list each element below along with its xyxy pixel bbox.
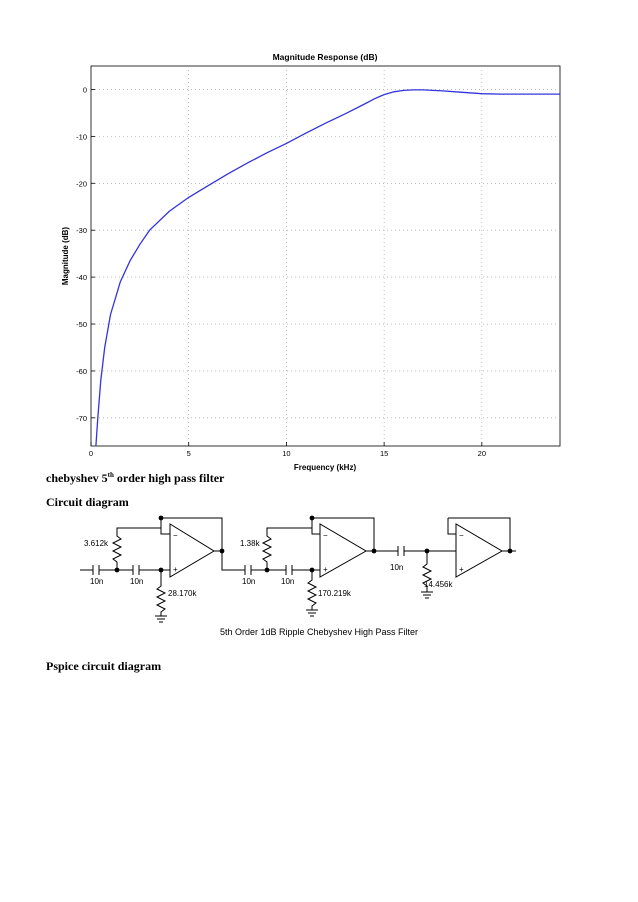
junction-dot [507, 548, 513, 554]
stage1-ground [155, 615, 167, 623]
chart-title: Magnitude Response (dB) [273, 52, 378, 62]
y-tick-label: -60 [76, 367, 87, 376]
opamp-plus-label: + [173, 565, 178, 574]
stage3-cap [397, 546, 405, 556]
stage2-cap1 [244, 565, 252, 575]
caption-suffix: order high pass filter [113, 471, 225, 485]
r1-label: 3.612k [84, 539, 109, 548]
plot-ticks: 0 5 10 15 20 0 -10 -20 -30 -40 -50 -60 -70 [76, 85, 486, 458]
r3-label: 1.38k [240, 539, 261, 548]
opamp-minus-label: − [323, 531, 328, 540]
c1-label: 10n [90, 577, 103, 586]
junction-dot [114, 567, 120, 573]
stage2-ground [306, 609, 318, 617]
stage1-cap2 [132, 565, 140, 575]
r2-label: 28.170k [168, 589, 197, 598]
x-tick-label: 0 [89, 449, 93, 458]
c5-label: 10n [390, 563, 403, 572]
junction-dot [219, 548, 225, 554]
y-tick-label: -70 [76, 414, 87, 423]
plot-grid [91, 66, 560, 446]
stage1-r1-resistor [111, 527, 161, 570]
opamp-plus-label: + [323, 565, 328, 574]
r5-label: 14.456k [424, 580, 453, 589]
stage2-feedback [311, 517, 375, 551]
y-tick-label: -40 [76, 273, 87, 282]
y-tick-label: 0 [83, 85, 87, 94]
caption-prefix: chebyshev 5 [46, 471, 108, 485]
stage3-r5-resistor [421, 551, 433, 592]
junction-dot [371, 548, 377, 554]
stage2-cap2 [285, 565, 293, 575]
opamp-plus-label: + [459, 565, 464, 574]
magnitude-curve [95, 89, 560, 447]
stage1-cap1 [92, 565, 100, 575]
stage3-opamp [455, 523, 504, 578]
c3-label: 10n [242, 577, 255, 586]
caption-superscript: th [107, 471, 114, 479]
stage1-to-stage2 [221, 551, 320, 571]
stage2-r4-resistor [306, 570, 318, 610]
magnitude-response-chart: Magnitude Response (dB) 0 5 10 15 20 0 -10 -20 -… [61, 52, 561, 472]
x-tick-label: 10 [282, 449, 290, 458]
junction-dot [309, 515, 315, 521]
circuit-title: 5th Order 1dB Ripple Chebyshev High Pass… [219, 627, 419, 637]
c4-label: 10n [281, 577, 294, 586]
y-tick-label: -30 [76, 226, 87, 235]
x-tick-label: 15 [380, 449, 388, 458]
junction-dot [158, 567, 164, 573]
opamp-minus-label: − [173, 531, 178, 540]
y-tick-label: -50 [76, 320, 87, 329]
junction-dot [309, 567, 315, 573]
x-axis-label: Frequency (kHz) [294, 463, 357, 472]
stage2-r3-resistor [261, 527, 312, 570]
opamp-minus-label: − [459, 531, 464, 540]
stage1-r2-resistor [155, 570, 167, 616]
stage3-ground [421, 591, 433, 599]
c2-label: 10n [130, 577, 143, 586]
pspice-heading: Pspice circuit diagram [46, 659, 162, 673]
y-tick-label: -20 [76, 179, 87, 188]
circuit-heading: Circuit diagram [46, 495, 129, 509]
x-tick-label: 20 [478, 449, 486, 458]
stage2-opamp [319, 523, 368, 578]
stage1-feedback [160, 517, 223, 551]
chart-caption: chebyshev 5th order high pass filter [46, 471, 224, 486]
junction-dot [158, 515, 164, 521]
circuit-diagram: − + − + − + 3.612k 10n 10n 28.170k 1.38k… [80, 515, 516, 623]
stage1-opamp [169, 523, 215, 578]
x-tick-label: 5 [187, 449, 191, 458]
r4-label: 170.219k [318, 589, 352, 598]
junction-dot [264, 567, 270, 573]
y-tick-label: -10 [76, 132, 87, 141]
junction-dot [424, 548, 430, 554]
y-axis-label: Magnitude (dB) [61, 227, 70, 286]
